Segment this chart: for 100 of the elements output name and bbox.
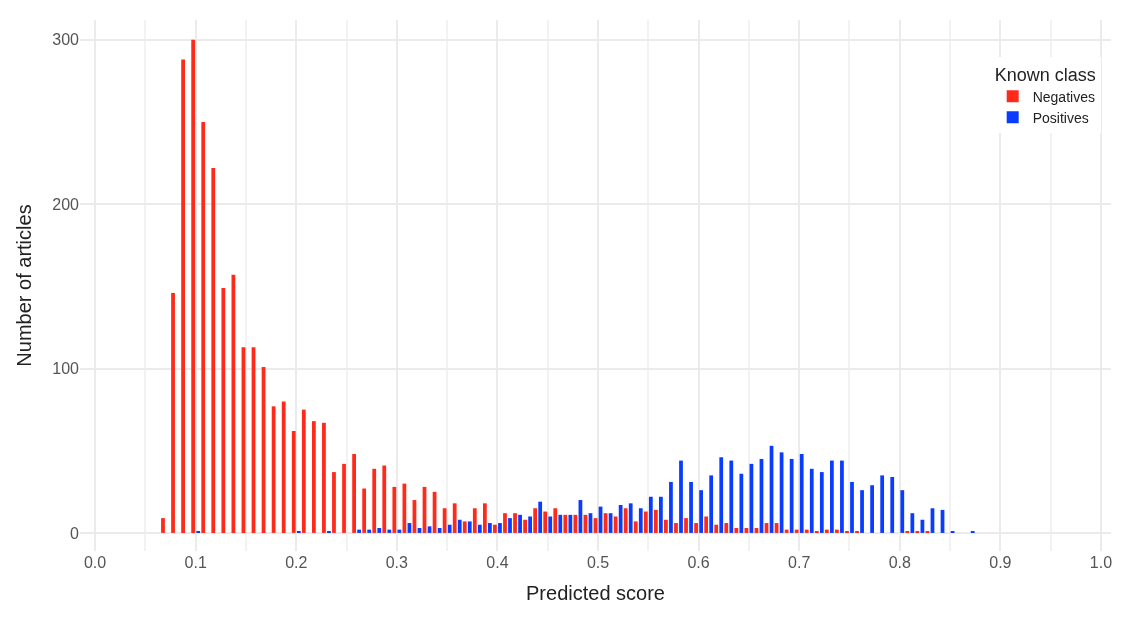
bar (392, 486, 397, 533)
bar (447, 524, 452, 533)
bar (910, 513, 915, 533)
bar (628, 503, 633, 533)
bar (372, 468, 377, 533)
bar (870, 485, 874, 533)
bar (352, 454, 356, 533)
bar (689, 481, 693, 533)
x-axis-title: Predicted score (526, 581, 665, 604)
y-tick-label: 100 (52, 360, 80, 378)
x-tick-label: 0.2 (285, 554, 308, 571)
bar (558, 514, 563, 533)
bar (653, 509, 658, 533)
bar (301, 409, 306, 533)
bar (281, 401, 286, 533)
bar (709, 475, 714, 533)
legend-title: Known class (994, 64, 1096, 85)
bar (809, 468, 814, 533)
bar (694, 523, 698, 533)
bar (648, 496, 653, 533)
bar (623, 508, 628, 533)
bar (201, 121, 206, 533)
bar (835, 529, 839, 533)
bar (271, 406, 276, 533)
bar (221, 287, 226, 533)
bar (719, 457, 724, 533)
bar (669, 481, 673, 533)
bar (819, 472, 824, 533)
legend-label: Negatives (1032, 88, 1095, 105)
bar (729, 460, 734, 533)
bar (699, 490, 703, 533)
bar (191, 39, 196, 533)
bar (638, 508, 643, 533)
bar (824, 529, 829, 533)
bar (181, 59, 185, 533)
bar (563, 514, 568, 533)
bar (367, 529, 372, 533)
x-tick-label: 0.3 (385, 554, 409, 571)
bar (799, 454, 804, 533)
bar (633, 521, 638, 533)
bar (523, 519, 527, 533)
bar (382, 465, 387, 533)
bar (493, 524, 497, 533)
bar (533, 508, 538, 533)
bar (674, 523, 678, 533)
bar (467, 521, 472, 533)
bar (518, 514, 522, 533)
bar (543, 511, 548, 533)
bar (548, 516, 553, 533)
bar (161, 518, 165, 533)
bar (679, 460, 683, 533)
bar (377, 527, 382, 533)
bar (482, 503, 487, 533)
bar (664, 519, 668, 533)
bar (784, 529, 789, 533)
x-tick-label: 0.0 (83, 554, 107, 571)
bar (322, 422, 326, 533)
bar (789, 458, 794, 533)
bar (291, 430, 296, 533)
bar (503, 513, 507, 533)
bar (472, 508, 477, 533)
bar (829, 460, 834, 533)
bar (513, 513, 517, 533)
bar (332, 472, 336, 533)
bar (362, 488, 367, 533)
bar (568, 514, 573, 533)
bar (900, 490, 905, 533)
bar (387, 529, 392, 533)
bar (744, 527, 749, 533)
bar (658, 496, 663, 533)
x-tick-label: 0.4 (486, 554, 509, 571)
x-tick-label: 0.9 (989, 554, 1012, 571)
bar (860, 490, 864, 533)
y-axis-title: Number of articles (12, 204, 35, 367)
bar (211, 167, 216, 533)
bar (643, 511, 648, 533)
x-tick-label: 0.7 (788, 554, 811, 571)
bar (498, 523, 502, 533)
bar (171, 292, 175, 533)
bar (684, 518, 688, 533)
bar (462, 521, 467, 533)
bar (342, 463, 346, 533)
bar (311, 421, 316, 533)
bar (477, 524, 482, 533)
legend-label: Positives (1032, 109, 1089, 126)
bar (452, 503, 457, 533)
bar (508, 518, 512, 533)
bar (618, 504, 623, 533)
bar (794, 529, 799, 533)
x-tick-label: 1.0 (1089, 554, 1113, 571)
bar (488, 523, 492, 533)
bar (357, 529, 362, 533)
x-tick-label: 0.8 (888, 554, 911, 571)
y-tick-label: 0 (70, 524, 80, 542)
bar (553, 508, 558, 533)
bar (739, 473, 744, 533)
bar (804, 529, 809, 533)
bar (442, 508, 447, 533)
bar (528, 516, 533, 533)
bar (704, 516, 709, 533)
